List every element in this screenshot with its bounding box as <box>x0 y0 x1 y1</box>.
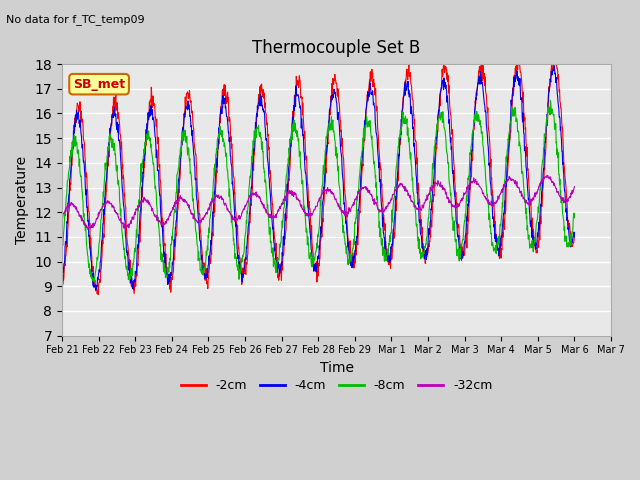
-4cm <box>571 234 579 240</box>
-8cm <box>359 135 367 141</box>
-8cm <box>517 153 525 158</box>
-32cm <box>359 185 367 191</box>
-2cm <box>385 259 392 265</box>
-8cm <box>440 119 447 125</box>
-2cm <box>230 174 237 180</box>
Title: Thermocouple Set B: Thermocouple Set B <box>252 39 420 57</box>
-4cm <box>58 274 66 280</box>
-4cm <box>517 97 525 103</box>
-2cm <box>359 161 367 167</box>
-2cm <box>58 284 66 290</box>
-32cm <box>122 227 129 232</box>
-32cm <box>385 200 392 205</box>
-32cm <box>58 216 66 221</box>
-4cm <box>385 255 392 261</box>
X-axis label: Time: Time <box>319 361 353 375</box>
-32cm <box>230 217 237 223</box>
-32cm <box>517 188 525 194</box>
-2cm <box>440 61 447 67</box>
-4cm <box>440 81 447 86</box>
-8cm <box>170 220 177 226</box>
Line: -32cm: -32cm <box>62 176 575 229</box>
-2cm <box>405 61 413 67</box>
-8cm <box>58 244 66 250</box>
-4cm <box>230 196 237 202</box>
-2cm <box>170 268 177 274</box>
-32cm <box>440 184 447 190</box>
Line: -4cm: -4cm <box>62 66 575 290</box>
-4cm <box>550 63 558 69</box>
-8cm <box>230 236 237 241</box>
-2cm <box>95 292 102 298</box>
-4cm <box>170 256 177 262</box>
Line: -2cm: -2cm <box>62 64 575 295</box>
-8cm <box>385 252 392 258</box>
-8cm <box>91 279 99 285</box>
-4cm <box>92 287 100 293</box>
Line: -8cm: -8cm <box>62 100 575 282</box>
-2cm <box>518 76 525 82</box>
-8cm <box>547 97 554 103</box>
-32cm <box>170 205 177 211</box>
Legend: -2cm, -4cm, -8cm, -32cm: -2cm, -4cm, -8cm, -32cm <box>176 374 497 397</box>
Text: SB_met: SB_met <box>73 78 125 91</box>
-32cm <box>544 173 552 179</box>
Text: No data for f_TC_temp09: No data for f_TC_temp09 <box>6 14 145 25</box>
-2cm <box>571 231 579 237</box>
Y-axis label: Temperature: Temperature <box>15 156 29 244</box>
-4cm <box>359 147 367 153</box>
-32cm <box>571 184 579 190</box>
-8cm <box>571 215 579 221</box>
